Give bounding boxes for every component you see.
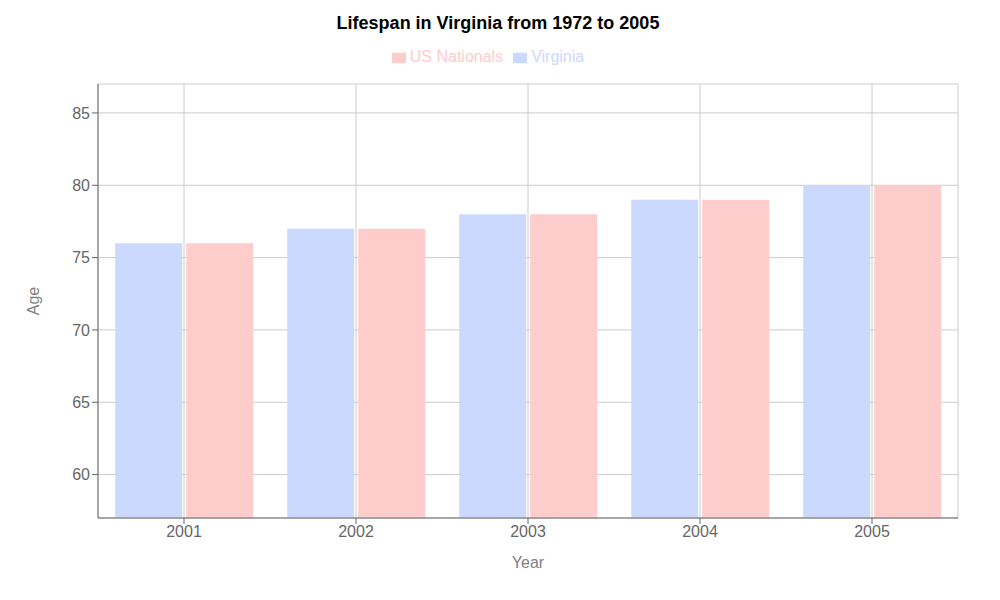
svg-text:Age: Age xyxy=(25,287,42,316)
svg-text:60: 60 xyxy=(72,466,90,483)
html-text:Lifespan in Virginia from 1972: Lifespan in Virginia from 1972 to 2005 xyxy=(336,13,660,33)
svg-text:65: 65 xyxy=(72,394,90,411)
svg-text:2003: 2003 xyxy=(510,523,546,540)
svg-text:Year: Year xyxy=(512,554,545,571)
svg-text:75: 75 xyxy=(72,249,90,266)
html-text:US Nationals: US Nationals xyxy=(409,48,504,65)
svg-text:70: 70 xyxy=(72,322,90,339)
svg-text:85: 85 xyxy=(72,105,90,122)
svg-text:2001: 2001 xyxy=(166,523,202,540)
svg-text:2002: 2002 xyxy=(338,523,374,540)
svg-text:80: 80 xyxy=(72,177,90,194)
svg-text:2004: 2004 xyxy=(682,523,718,540)
svg-text:2005: 2005 xyxy=(854,523,890,540)
html-text:Virginia: Virginia xyxy=(531,48,585,65)
